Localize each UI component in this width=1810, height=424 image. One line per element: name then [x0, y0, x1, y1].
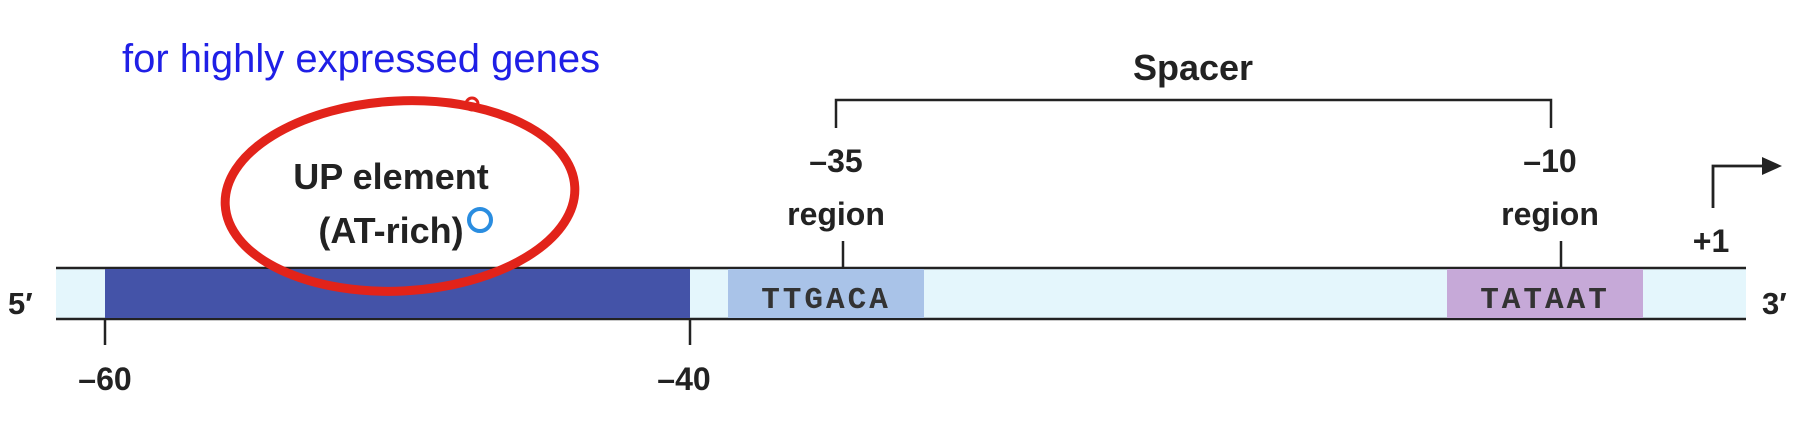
start-site-arrow-icon	[1762, 157, 1782, 175]
start-site-arrow-line	[1711, 164, 1768, 208]
box-10	[1447, 269, 1643, 318]
region-35-word: region	[787, 196, 885, 232]
annotation-circle	[220, 96, 580, 296]
three-prime-label: 3′	[1762, 286, 1787, 321]
position-minus-60: –60	[78, 361, 131, 397]
up-element-sublabel: (AT-rich)	[318, 210, 463, 251]
spacer-label: Spacer	[1133, 47, 1253, 88]
start-site-label: +1	[1693, 223, 1729, 259]
spacer-bracket	[834, 98, 1553, 128]
five-prime-label: 5′	[8, 286, 33, 321]
up-element-label: UP element	[293, 156, 488, 197]
region-35-number: –35	[809, 143, 862, 179]
annotation-pen-dot	[464, 96, 480, 112]
position-minus-40: –40	[657, 361, 710, 397]
cursor-ring-icon	[467, 207, 493, 233]
sequence-10: TATAAT	[1480, 283, 1610, 318]
region-10-word: region	[1501, 196, 1599, 232]
sequence-35: TTGACA	[761, 283, 891, 318]
box-35	[728, 269, 924, 318]
region-10-number: –10	[1523, 143, 1576, 179]
annotation-note: for highly expressed genes	[122, 37, 600, 81]
